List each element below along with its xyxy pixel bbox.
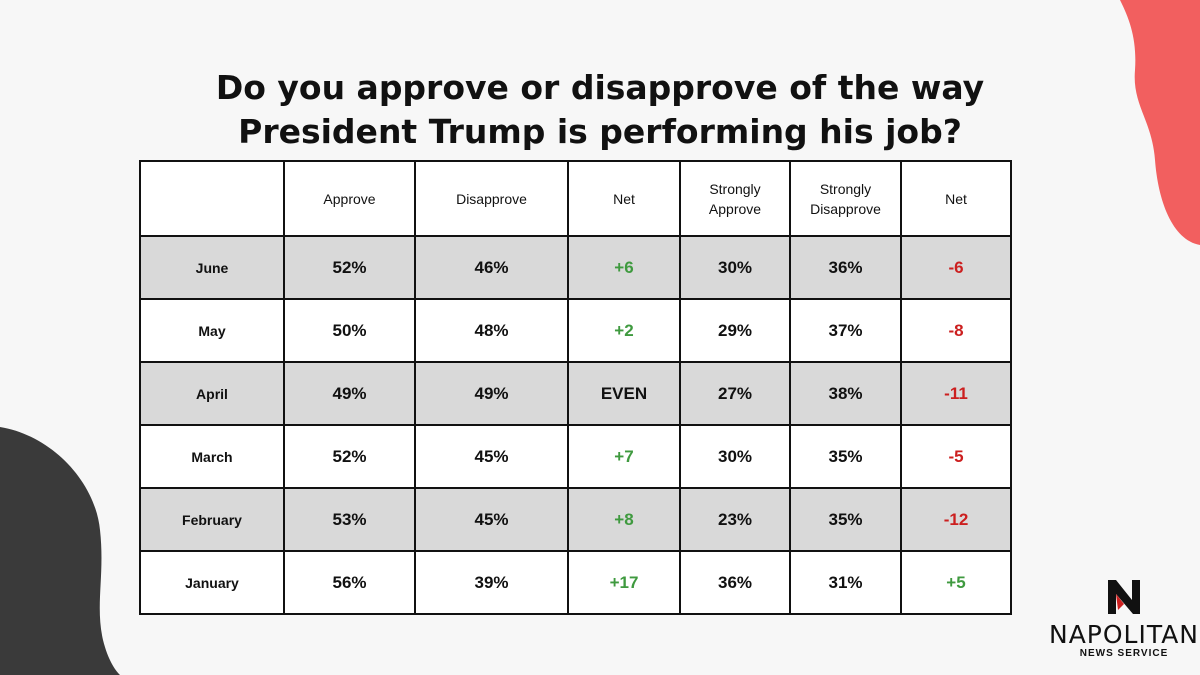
header-strong-net: Net (900, 160, 1012, 237)
cell-disapprove: 46% (414, 235, 569, 300)
cell-disapprove: 48% (414, 298, 569, 363)
logo-subtitle: NEWS SERVICE (1079, 648, 1169, 659)
cell-disapprove: 49% (414, 361, 569, 426)
bottom-left-blob-decoration (0, 427, 120, 675)
cell-strongly-approve: 27% (679, 361, 791, 426)
cell-approve: 53% (283, 487, 416, 552)
cell-strongly-disapprove: 35% (789, 487, 902, 552)
cell-strongly-disapprove: 37% (789, 298, 902, 363)
cell-approve: 52% (283, 235, 416, 300)
cell-strongly-approve: 29% (679, 298, 791, 363)
cell-disapprove: 45% (414, 424, 569, 489)
cell-strongly-approve: 36% (679, 550, 791, 615)
cell-strongly-approve: 30% (679, 235, 791, 300)
cell-disapprove: 39% (414, 550, 569, 615)
cell-strong-net: -8 (900, 298, 1012, 363)
chart-title-line-2: President Trump is performing his job? (238, 112, 962, 151)
cell-approve: 56% (283, 550, 416, 615)
header-strongly-disapprove-label: Strongly Disapprove (810, 180, 881, 217)
header-row: Approve Disapprove Net Strongly Approve … (139, 160, 1012, 237)
header-approve: Approve (283, 160, 416, 237)
logo-name: NAPOLITAN (1049, 620, 1199, 649)
table-row: January 56% 39% +17 36% 31% +5 (139, 550, 1012, 615)
month-label: January (139, 550, 285, 615)
approval-table: Approve Disapprove Net Strongly Approve … (139, 160, 1012, 615)
cell-strong-net: -6 (900, 235, 1012, 300)
napolitan-logo: NAPOLITAN NEWS SERVICE (1049, 580, 1199, 659)
chart-title-line-1: Do you approve or disapprove of the way (215, 68, 985, 107)
header-strongly-disapprove: Strongly Disapprove (789, 160, 902, 237)
table-row: May 50% 48% +2 29% 37% -8 (139, 298, 1012, 363)
header-empty-cell (139, 160, 285, 237)
header-disapprove: Disapprove (414, 160, 569, 237)
month-label: March (139, 424, 285, 489)
chart-title: Do you approve or disapprove of the way … (0, 66, 1200, 154)
cell-strongly-approve: 30% (679, 424, 791, 489)
cell-strongly-disapprove: 36% (789, 235, 902, 300)
cell-strongly-disapprove: 31% (789, 550, 902, 615)
cell-strong-net: -5 (900, 424, 1012, 489)
cell-net: +17 (567, 550, 681, 615)
month-label: May (139, 298, 285, 363)
month-label: February (139, 487, 285, 552)
month-label: June (139, 235, 285, 300)
cell-strong-net: +5 (900, 550, 1012, 615)
header-strongly-approve-label: Strongly Approve (708, 180, 762, 217)
top-right-blob-decoration (1120, 0, 1200, 245)
cell-net: +7 (567, 424, 681, 489)
cell-approve: 50% (283, 298, 416, 363)
table-row: June 52% 46% +6 30% 36% -6 (139, 235, 1012, 300)
cell-net: +2 (567, 298, 681, 363)
cell-approve: 52% (283, 424, 416, 489)
cell-strongly-disapprove: 38% (789, 361, 902, 426)
cell-net: EVEN (567, 361, 681, 426)
table-row: March 52% 45% +7 30% 35% -5 (139, 424, 1012, 489)
cell-net: +8 (567, 487, 681, 552)
month-label: April (139, 361, 285, 426)
cell-strongly-disapprove: 35% (789, 424, 902, 489)
header-strongly-approve: Strongly Approve (679, 160, 791, 237)
header-net: Net (567, 160, 681, 237)
table-row: April 49% 49% EVEN 27% 38% -11 (139, 361, 1012, 426)
cell-disapprove: 45% (414, 487, 569, 552)
cell-approve: 49% (283, 361, 416, 426)
cell-net: +6 (567, 235, 681, 300)
cell-strong-net: -11 (900, 361, 1012, 426)
table-row: February 53% 45% +8 23% 35% -12 (139, 487, 1012, 552)
cell-strongly-approve: 23% (679, 487, 791, 552)
napolitan-n-logo-icon (1108, 580, 1140, 614)
cell-strong-net: -12 (900, 487, 1012, 552)
